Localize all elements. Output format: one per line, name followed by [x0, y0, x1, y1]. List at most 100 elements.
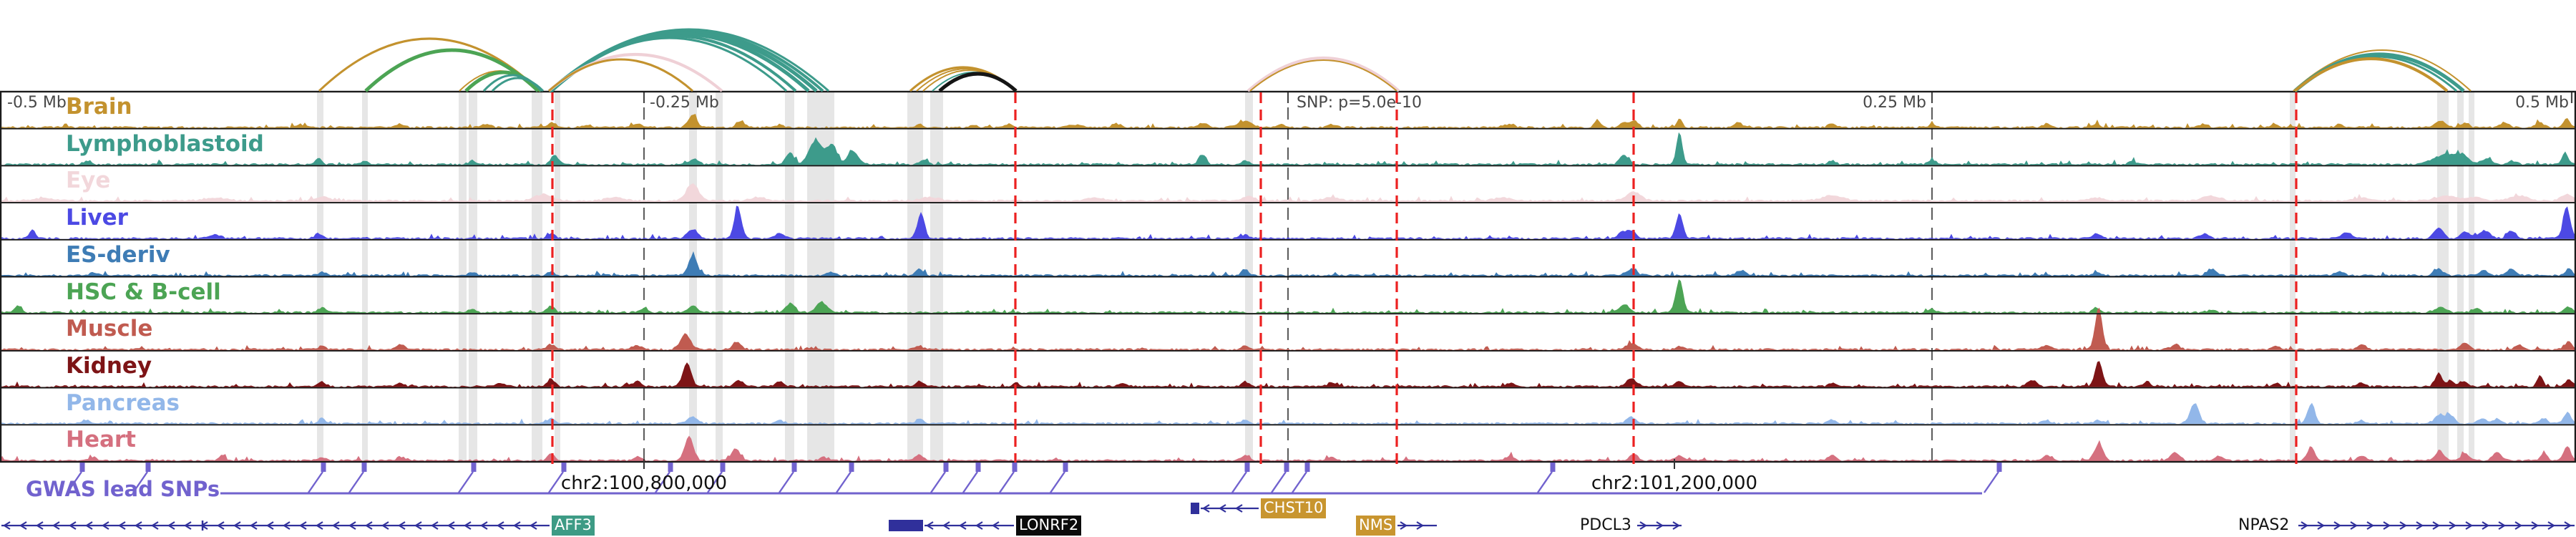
coord-label-chr2-101200000: chr2:101,200,000 — [1591, 473, 1758, 494]
gene-arrow-right-icon — [2301, 521, 2309, 530]
interaction-arc — [548, 58, 693, 92]
gwas-snp-connector — [1231, 471, 1247, 493]
gwas-snp-marker — [975, 463, 981, 472]
gwas-lead-snps-label: GWAS lead SNPs — [26, 477, 220, 501]
gwas-snp-marker — [471, 463, 477, 472]
track-label-heart: Heart — [66, 427, 136, 453]
gwas-snp-marker — [1244, 463, 1250, 472]
gene-arrow-left-icon — [134, 521, 142, 530]
gene-arrow-right-icon — [2449, 521, 2457, 530]
axis-label-minus-0-5mb: -0.5 Mb — [7, 94, 67, 112]
gene-arrow-left-icon — [975, 521, 983, 530]
coord-label-chr2-100800000: chr2:100,800,000 — [560, 473, 728, 494]
gene-arrow-left-icon — [282, 521, 291, 530]
gene-arrow-left-icon — [265, 521, 274, 530]
track-label-pancreas: Pancreas — [66, 390, 180, 416]
gene-arrow-left-icon — [512, 521, 521, 530]
gene-arrow-right-icon — [2383, 521, 2391, 530]
gene-label-npas2: NPAS2 — [2238, 516, 2290, 534]
gene-arrow-right-icon — [2564, 521, 2572, 530]
gene-arrow-left-icon — [496, 521, 504, 530]
gene-label-aff3: AFF3 — [552, 516, 595, 536]
gene-npas2 — [2298, 521, 2575, 530]
interaction-arc — [491, 77, 545, 92]
gwas-snp-marker — [1996, 463, 2002, 472]
gwas-snp-connector — [707, 471, 723, 493]
gene-arrow-right-icon — [2514, 521, 2523, 530]
gene-arrow-left-icon — [167, 521, 175, 530]
gene-arrow-right-icon — [2399, 521, 2408, 530]
interaction-arc — [364, 48, 540, 92]
gene-arrow-right-icon — [2416, 521, 2424, 530]
gwas-snp-connector — [1050, 471, 1065, 493]
gene-label-nms: NMS — [1356, 516, 1396, 536]
gwas-snp-marker — [720, 463, 726, 472]
gene-arrow-left-icon — [315, 521, 323, 530]
gene-arrow-left-icon — [117, 521, 126, 530]
gwas-snp-connector — [999, 471, 1015, 493]
gwas-snp-marker — [1063, 463, 1068, 472]
gene-arrow-right-icon — [2333, 521, 2342, 530]
gwas-snp-marker — [849, 463, 854, 472]
gene-arrow-left-icon — [101, 521, 109, 530]
panel-borders — [0, 90, 2576, 463]
gwas-snp-marker — [1012, 463, 1018, 472]
gene-arrow-left-icon — [19, 521, 27, 530]
gene-pdcl3 — [1637, 521, 1682, 530]
gwas-snp-connector — [962, 471, 978, 493]
gwas-snp-connector — [1271, 471, 1287, 493]
gene-arrow-right-icon — [1400, 521, 1408, 530]
gene-arrow-right-icon — [2498, 521, 2507, 530]
gene-arrow-right-icon — [2432, 521, 2441, 530]
gene-arrow-left-icon — [414, 521, 422, 530]
gene-arrow-left-icon — [447, 521, 455, 530]
gene-arrow-left-icon — [958, 521, 967, 530]
axis-label-0-25mb: 0.25 Mb — [1863, 94, 1926, 112]
axis-label-0-5mb: 0.5 Mb — [2515, 94, 2569, 112]
axis-label-snp-pvalue: SNP: p=5.0e-10 — [1297, 94, 1422, 112]
gene-arrow-right-icon — [2350, 521, 2358, 530]
gene-arrow-left-icon — [479, 521, 488, 530]
gwas-snp-marker — [1304, 463, 1310, 472]
gene-arrow-left-icon — [1218, 504, 1226, 513]
gene-track — [1, 503, 2575, 531]
gene-arrow-left-icon — [348, 521, 356, 530]
gene-arrow-right-icon — [1639, 521, 1648, 530]
gene-arrow-left-icon — [397, 521, 406, 530]
gene-arrow-left-icon — [52, 521, 60, 530]
gene-arrow-right-icon — [2547, 521, 2556, 530]
panel-border — [0, 90, 2576, 463]
gene-arrow-left-icon — [331, 521, 340, 530]
gwas-snp-connector — [308, 471, 323, 493]
gene-arrow-right-icon — [2317, 521, 2326, 530]
signal-tracks — [0, 114, 2576, 461]
gene-arrow-left-icon — [2, 521, 11, 530]
gwas-snp-marker — [321, 463, 326, 472]
track-label-brain: Brain — [66, 94, 132, 120]
gene-arrow-left-icon — [150, 521, 159, 530]
gwas-snp-connector — [1984, 471, 1999, 493]
track-label-kidney: Kidney — [66, 352, 152, 379]
gene-arrow-right-icon — [2366, 521, 2375, 530]
interaction-arc — [938, 72, 1018, 92]
track-label-liver: Liver — [66, 205, 128, 231]
interaction-arc — [2293, 57, 2449, 92]
gene-arrow-left-icon — [942, 521, 950, 530]
gene-exon — [1191, 503, 1199, 514]
gene-arrow-left-icon — [68, 521, 77, 530]
gene-arrow-left-icon — [233, 521, 241, 530]
gene-arrow-left-icon — [249, 521, 258, 530]
gene-arrow-left-icon — [430, 521, 439, 530]
gene-arrow-right-icon — [1656, 521, 1664, 530]
gwas-snp-marker — [1284, 463, 1289, 472]
gwas-snp-connector — [1292, 471, 1307, 493]
gene-label-lonrf2: LONRF2 — [1016, 516, 1082, 536]
track-label-muscle: Muscle — [66, 316, 153, 342]
gwas-snp-connector — [348, 471, 364, 493]
interaction-arc — [1246, 57, 1400, 92]
gwas-snp-connector — [655, 471, 670, 493]
gene-exon — [889, 520, 923, 531]
gene-arrow-left-icon — [381, 521, 389, 530]
